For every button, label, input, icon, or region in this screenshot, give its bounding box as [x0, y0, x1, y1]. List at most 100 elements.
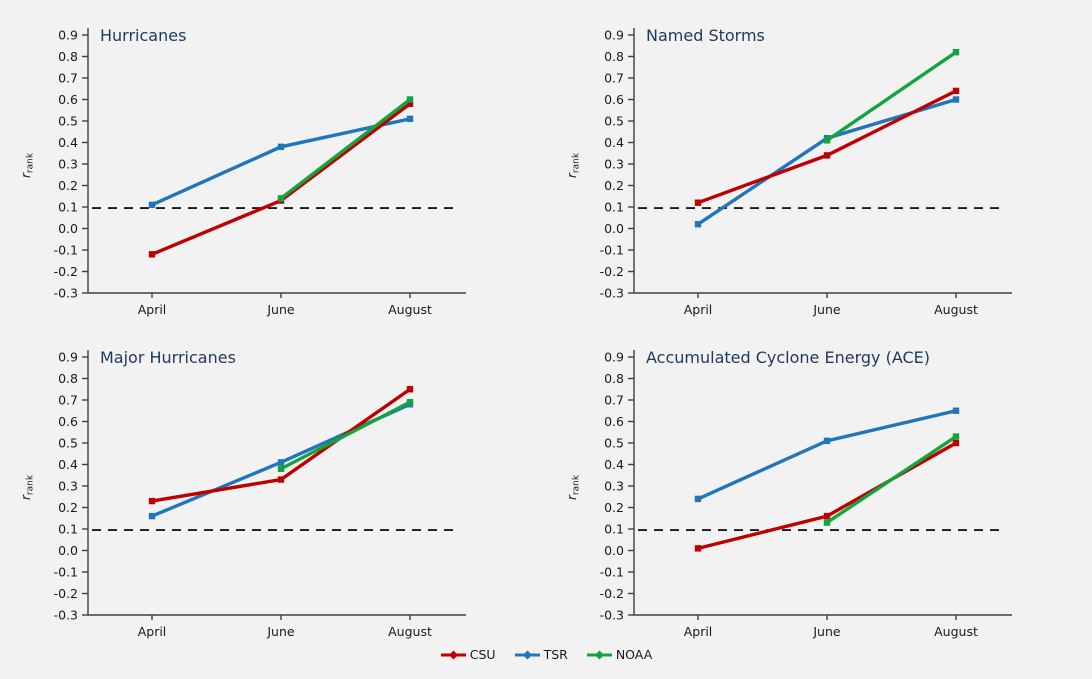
series-noaa — [277, 398, 414, 472]
chart-svg: 0.9 0.8 0.7 0.6 0.5 0.4 0.3 0.2 0.1 0.0 -0.1 -0.2 -0… — [565, 348, 1012, 639]
legend-item-tsr: TSR — [514, 647, 568, 662]
y-tick-label: 0.0 — [58, 221, 78, 236]
series-noaa — [823, 433, 960, 526]
chart-svg: 0.9 0.8 0.7 0.6 0.5 0.4 0.3 0.2 0.1 0.0 -0.1 -0.2 -0… — [19, 348, 466, 639]
data-point-marker — [277, 465, 285, 472]
axes — [633, 350, 1012, 616]
legend: CSU TSR NOAA — [0, 644, 1092, 679]
data-point-marker — [694, 221, 702, 228]
csu-line-marker-icon — [440, 650, 466, 659]
data-point-marker — [406, 96, 414, 103]
y-tick-label: 0.8 — [58, 49, 78, 64]
y-tick-label: 0.3 — [58, 157, 78, 172]
y-tick-label: 0.2 — [604, 178, 624, 193]
series-tsr — [694, 407, 960, 503]
y-tick-label: -0.3 — [54, 608, 78, 623]
chart-grid: 0.9 0.8 0.7 0.6 0.5 0.4 0.3 0.2 0.1 0.0 -0.1 -0.2 -0… — [19, 0, 1092, 644]
chart-named-storms: 0.9 0.8 0.7 0.6 0.5 0.4 0.3 0.2 0.1 0.0 -0.1 -0.2 -0… — [546, 0, 1092, 322]
y-tick-label: -0.3 — [54, 286, 78, 301]
y-tick-label: -0.2 — [600, 264, 624, 279]
y-tick-label: 0.8 — [604, 371, 624, 386]
data-point-marker — [406, 100, 414, 107]
y-tick-label: 0.1 — [604, 522, 624, 537]
data-point-marker — [952, 87, 960, 95]
tsr-line-marker-icon — [514, 650, 540, 659]
data-point-marker — [277, 459, 285, 466]
data-point-marker — [823, 152, 831, 159]
y-tick-label: 0.4 — [58, 135, 78, 150]
y-tick-label: -0.3 — [600, 286, 624, 301]
legend-label-csu: CSU — [469, 647, 496, 662]
chart-title: Named Storms — [646, 26, 765, 45]
data-point-marker — [952, 96, 960, 103]
x-tick-label: August — [934, 302, 978, 317]
y-tick-label: 0.3 — [58, 479, 78, 494]
series-noaa — [277, 96, 414, 202]
y-tick-label: 0.4 — [604, 135, 624, 150]
series-csu — [148, 386, 414, 505]
chart-title: Major Hurricanes — [100, 348, 236, 367]
axes — [633, 28, 1012, 294]
data-point-marker — [694, 545, 702, 552]
y-tick-label: 0.9 — [604, 28, 624, 43]
x-tick-label: August — [388, 624, 432, 639]
y-tick-label: 0.9 — [58, 350, 78, 365]
y-axis-label: rrank — [19, 474, 36, 500]
series-csu — [148, 100, 414, 258]
data-point-marker — [952, 433, 960, 440]
x-tick-label: April — [684, 302, 713, 317]
legend-item-noaa: NOAA — [586, 647, 652, 662]
y-tick-label: 0.7 — [58, 393, 78, 408]
legend-item-csu: CSU — [440, 647, 496, 662]
y-tick-label: 0.9 — [58, 28, 78, 43]
y-tick-label: 0.6 — [604, 414, 624, 429]
x-tick-label: June — [266, 302, 295, 317]
data-point-marker — [823, 137, 831, 144]
series-csu — [694, 87, 960, 206]
data-point-marker — [952, 439, 960, 447]
y-tick-label: 0.0 — [604, 221, 624, 236]
y-axis-label: rrank — [565, 152, 582, 178]
y-tick-label: 0.3 — [604, 479, 624, 494]
y-tick-label: 0.5 — [58, 114, 78, 129]
axes — [87, 350, 466, 616]
y-tick-label: 0.5 — [604, 114, 624, 129]
x-tick-label: August — [388, 302, 432, 317]
x-tick-label: June — [812, 302, 841, 317]
y-tick-label: -0.2 — [54, 264, 78, 279]
x-tick-label: June — [266, 624, 295, 639]
data-point-marker — [148, 497, 156, 505]
y-tick-label: 0.1 — [58, 522, 78, 537]
y-tick-label: 0.0 — [604, 543, 624, 558]
y-tick-label: 0.1 — [58, 200, 78, 215]
chart-ace: 0.9 0.8 0.7 0.6 0.5 0.4 0.3 0.2 0.1 0.0 -0.1 -0.2 -0… — [546, 322, 1092, 644]
y-tick-label: -0.2 — [54, 586, 78, 601]
y-tick-label: 0.5 — [58, 436, 78, 451]
y-tick-label: 0.1 — [604, 200, 624, 215]
series-csu — [694, 439, 960, 552]
data-point-marker — [148, 251, 156, 258]
legend-label-noaa: NOAA — [615, 647, 653, 662]
y-tick-label: -0.1 — [600, 565, 624, 580]
y-tick-label: 0.7 — [604, 71, 624, 86]
data-point-marker — [952, 407, 960, 414]
chart-title: Accumulated Cyclone Energy (ACE) — [646, 348, 930, 367]
series-tsr — [148, 401, 414, 520]
x-tick-label: April — [138, 302, 167, 317]
data-point-marker — [148, 201, 156, 209]
data-point-marker — [277, 195, 285, 202]
y-tick-label: 0.6 — [58, 92, 78, 107]
chart-svg: 0.9 0.8 0.7 0.6 0.5 0.4 0.3 0.2 0.1 0.0 -0.1 -0.2 -0… — [565, 26, 1012, 317]
y-tick-label: 0.6 — [604, 92, 624, 107]
data-point-marker — [277, 476, 285, 483]
y-tick-label: 0.6 — [58, 414, 78, 429]
axes — [87, 28, 466, 294]
data-point-marker — [694, 199, 702, 206]
y-tick-label: -0.1 — [600, 243, 624, 258]
data-point-marker — [406, 115, 414, 123]
x-tick-label: April — [684, 624, 713, 639]
y-tick-label: 0.2 — [58, 500, 78, 515]
data-point-marker — [406, 398, 414, 406]
y-tick-label: 0.5 — [604, 436, 624, 451]
